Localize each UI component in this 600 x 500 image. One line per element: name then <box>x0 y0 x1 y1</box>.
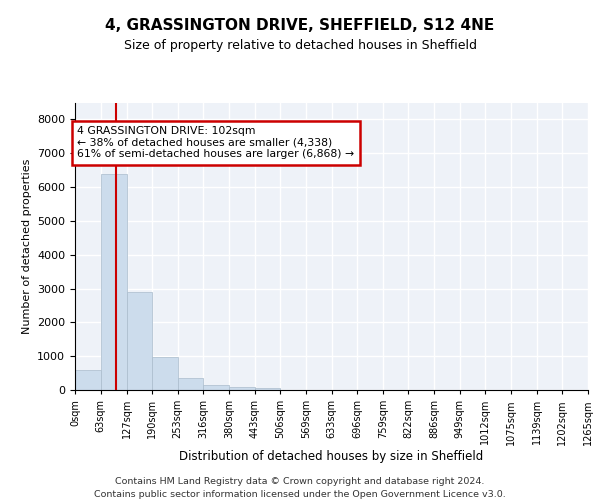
Text: Size of property relative to detached houses in Sheffield: Size of property relative to detached ho… <box>124 39 476 52</box>
Text: 4, GRASSINGTON DRIVE, SHEFFIELD, S12 4NE: 4, GRASSINGTON DRIVE, SHEFFIELD, S12 4NE <box>106 18 494 32</box>
Bar <box>152 357 178 390</box>
Bar <box>203 385 229 390</box>
Bar <box>127 292 152 390</box>
Bar <box>229 387 254 390</box>
Y-axis label: Number of detached properties: Number of detached properties <box>22 158 32 334</box>
X-axis label: Distribution of detached houses by size in Sheffield: Distribution of detached houses by size … <box>179 450 484 463</box>
Text: Contains public sector information licensed under the Open Government Licence v3: Contains public sector information licen… <box>94 490 506 499</box>
Bar <box>254 388 280 390</box>
Bar <box>75 370 101 390</box>
Bar <box>101 174 127 390</box>
Text: 4 GRASSINGTON DRIVE: 102sqm
← 38% of detached houses are smaller (4,338)
61% of : 4 GRASSINGTON DRIVE: 102sqm ← 38% of det… <box>77 126 354 160</box>
Text: Contains HM Land Registry data © Crown copyright and database right 2024.: Contains HM Land Registry data © Crown c… <box>115 478 485 486</box>
Bar <box>178 378 203 390</box>
